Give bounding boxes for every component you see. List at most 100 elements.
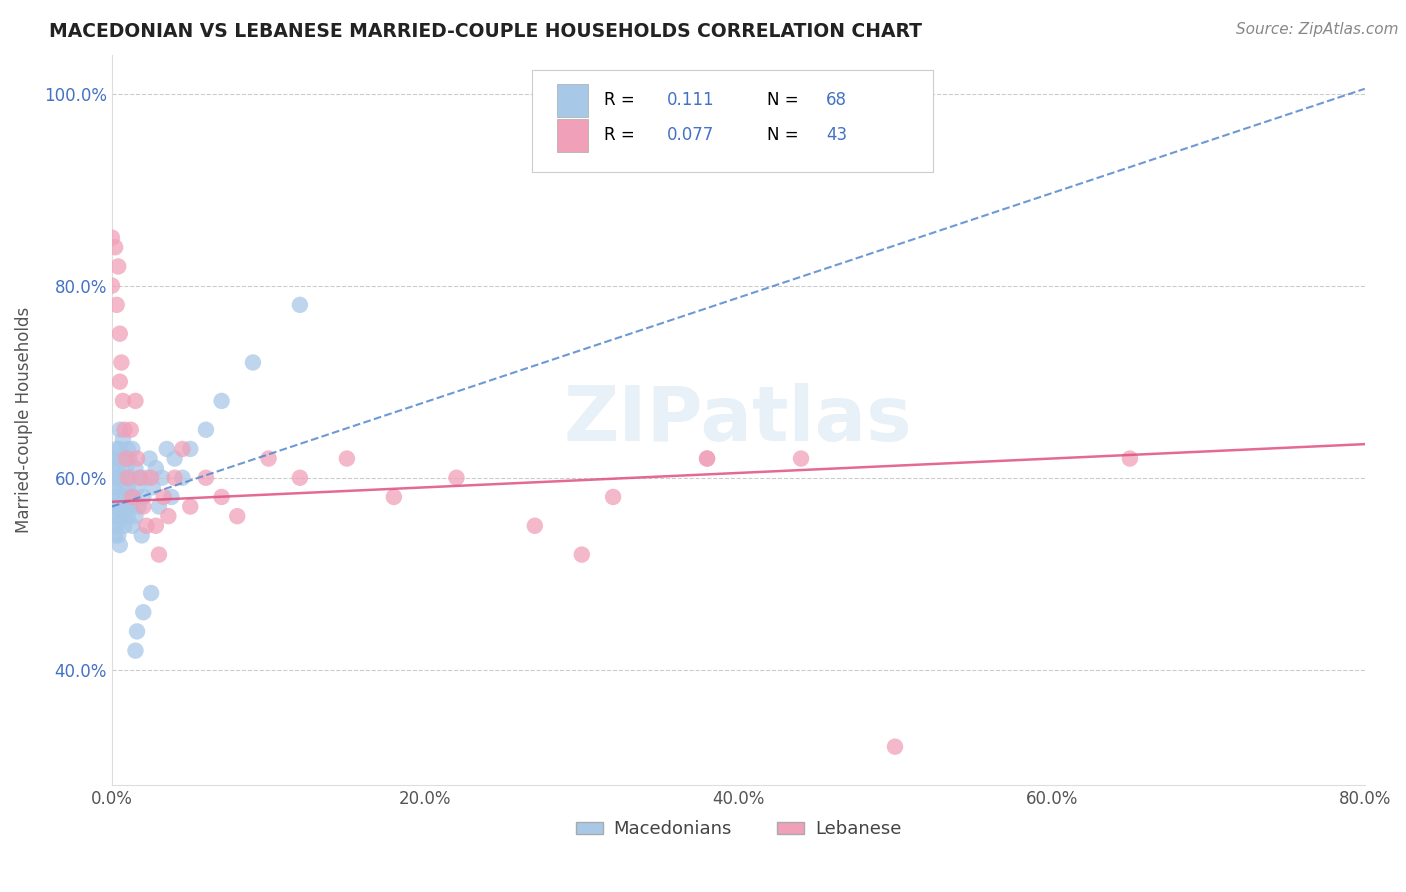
Point xyxy=(101,230,124,244)
Point xyxy=(288,471,311,485)
Point xyxy=(128,500,150,514)
Point xyxy=(139,471,162,485)
Point xyxy=(157,509,180,524)
Point xyxy=(108,471,131,485)
Point xyxy=(101,490,124,504)
Point xyxy=(382,490,405,504)
Point xyxy=(1119,451,1142,466)
Point xyxy=(122,490,145,504)
Point xyxy=(242,355,264,369)
Point xyxy=(194,471,217,485)
Point xyxy=(138,451,160,466)
Text: 68: 68 xyxy=(827,91,846,110)
Point xyxy=(110,451,132,466)
Text: MACEDONIAN VS LEBANESE MARRIED-COUPLE HOUSEHOLDS CORRELATION CHART: MACEDONIAN VS LEBANESE MARRIED-COUPLE HO… xyxy=(49,22,922,41)
Point xyxy=(211,393,233,408)
Point xyxy=(790,451,813,466)
Point xyxy=(125,451,148,466)
Point xyxy=(124,393,146,408)
Point xyxy=(117,509,139,524)
Point xyxy=(148,548,170,562)
Point xyxy=(117,442,139,456)
Point xyxy=(115,461,138,475)
Point xyxy=(129,471,152,485)
Point xyxy=(108,538,131,552)
Point xyxy=(117,471,139,485)
Point xyxy=(105,500,128,514)
Point xyxy=(101,278,124,293)
Point xyxy=(114,518,136,533)
Point xyxy=(124,643,146,657)
Point xyxy=(107,490,129,504)
Point xyxy=(111,471,134,485)
Point xyxy=(105,471,128,485)
Point xyxy=(696,451,718,466)
Point xyxy=(120,500,142,514)
Point xyxy=(226,509,249,524)
Text: ZIPatlas: ZIPatlas xyxy=(564,384,912,457)
Point xyxy=(132,605,155,619)
Point xyxy=(696,451,718,466)
Point xyxy=(104,528,127,542)
Point xyxy=(121,518,143,533)
Point xyxy=(103,518,125,533)
Point xyxy=(179,500,201,514)
Point xyxy=(120,423,142,437)
Point xyxy=(288,298,311,312)
Point xyxy=(150,471,173,485)
Point xyxy=(120,471,142,485)
Point xyxy=(148,500,170,514)
Point xyxy=(111,433,134,447)
Text: N =: N = xyxy=(768,127,804,145)
Point xyxy=(132,490,155,504)
Point xyxy=(129,471,152,485)
Point xyxy=(211,490,233,504)
Point xyxy=(145,461,167,475)
Point xyxy=(105,298,128,312)
Point xyxy=(446,471,468,485)
Point xyxy=(152,490,174,504)
Bar xyxy=(557,119,588,152)
Point xyxy=(131,528,153,542)
Y-axis label: Married-couple Households: Married-couple Households xyxy=(15,307,32,533)
Point xyxy=(135,471,157,485)
Point xyxy=(132,500,155,514)
Point xyxy=(118,490,141,504)
Point xyxy=(107,260,129,274)
Point xyxy=(172,471,194,485)
Point xyxy=(139,586,162,600)
Point xyxy=(104,509,127,524)
Point xyxy=(602,490,624,504)
Text: 0.111: 0.111 xyxy=(666,91,714,110)
Point xyxy=(108,375,131,389)
Text: R =: R = xyxy=(605,127,636,145)
Point xyxy=(107,461,129,475)
Point xyxy=(163,471,186,485)
Point xyxy=(160,490,183,504)
Point xyxy=(121,490,143,504)
Point xyxy=(108,442,131,456)
Point xyxy=(523,518,546,533)
Point xyxy=(884,739,907,754)
Point xyxy=(110,480,132,494)
Point xyxy=(124,461,146,475)
Point xyxy=(103,461,125,475)
Point xyxy=(110,355,132,369)
Point xyxy=(163,451,186,466)
Point xyxy=(142,480,165,494)
Text: N =: N = xyxy=(768,91,804,110)
Point xyxy=(156,442,179,456)
Point xyxy=(104,240,127,254)
Point xyxy=(571,548,593,562)
Point xyxy=(108,509,131,524)
Text: Source: ZipAtlas.com: Source: ZipAtlas.com xyxy=(1236,22,1399,37)
Point xyxy=(135,518,157,533)
Point xyxy=(101,471,124,485)
Point xyxy=(125,480,148,494)
Point xyxy=(110,500,132,514)
Point xyxy=(125,624,148,639)
Point xyxy=(111,509,134,524)
Text: R =: R = xyxy=(605,91,636,110)
Point xyxy=(145,518,167,533)
Point xyxy=(115,451,138,466)
